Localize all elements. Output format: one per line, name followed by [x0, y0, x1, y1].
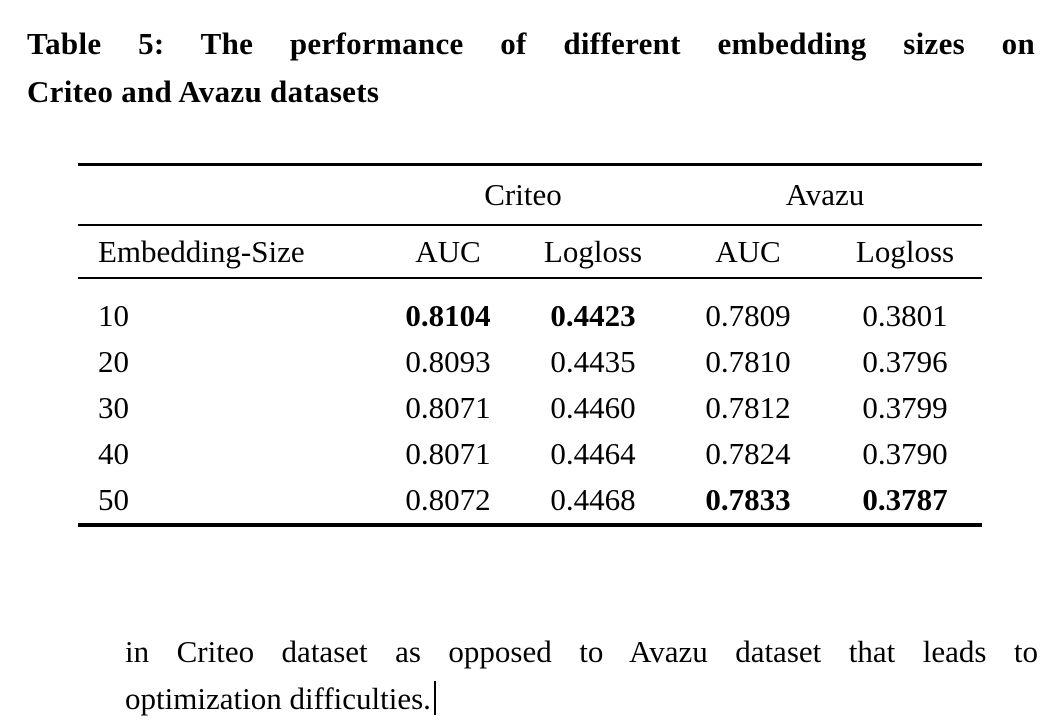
group-header-criteo: Criteo — [484, 177, 562, 212]
table-group-header-row: Criteo Avazu — [78, 166, 982, 224]
table-row: 30 0.8071 0.4460 0.7812 0.3799 — [78, 385, 982, 431]
cell-criteo-logloss: 0.4460 — [550, 390, 636, 425]
caption-line-1: Table 5: The performance of different em… — [27, 26, 1035, 61]
cell-avazu-auc: 0.7833 — [705, 482, 791, 517]
table-header-rule — [78, 277, 982, 279]
group-header-avazu: Avazu — [785, 177, 865, 212]
table-body: 10 0.8104 0.4423 0.7809 0.3801 20 0.8093… — [78, 279, 982, 523]
cell-criteo-auc: 0.8104 — [405, 298, 491, 333]
column-header-avazu-logloss: Logloss — [855, 233, 955, 269]
cell-criteo-logloss: 0.4468 — [550, 482, 636, 517]
cell-criteo-auc: 0.8071 — [405, 390, 491, 425]
cell-embedding-size: 40 — [98, 436, 129, 471]
results-table: Criteo Avazu Embedding-Size AUC Logloss … — [78, 163, 982, 527]
table-mid-rule — [78, 224, 982, 226]
cell-avazu-auc: 0.7824 — [705, 436, 791, 471]
cell-embedding-size: 50 — [98, 482, 129, 517]
column-header-embedding-size: Embedding-Size — [98, 233, 305, 269]
table-caption: Table 5: The performance of different em… — [27, 20, 1035, 116]
cell-avazu-logloss: 0.3790 — [862, 436, 948, 471]
table-top-rule — [78, 163, 982, 166]
cell-criteo-logloss: 0.4435 — [550, 344, 636, 379]
cell-avazu-auc: 0.7812 — [705, 390, 791, 425]
table-bottom-rule — [78, 523, 982, 527]
cell-embedding-size: 10 — [98, 298, 129, 333]
text-cursor — [433, 681, 436, 715]
caption-line-2: Criteo and Avazu datasets — [27, 74, 380, 109]
column-header-criteo-auc: AUC — [415, 233, 481, 269]
cell-embedding-size: 20 — [98, 344, 129, 379]
column-header-criteo-logloss: Logloss — [543, 233, 643, 269]
column-header-avazu-auc: AUC — [715, 233, 781, 269]
cell-avazu-auc: 0.7810 — [705, 344, 791, 379]
table-row: 20 0.8093 0.4435 0.7810 0.3796 — [78, 339, 982, 385]
paragraph-line-1[interactable]: in Criteo dataset as opposed to Avazu da… — [125, 634, 1038, 669]
table-column-header-row: Embedding-Size AUC Logloss AUC Logloss — [78, 226, 982, 277]
paragraph-line-2[interactable]: optimization difficulties. — [125, 675, 1038, 722]
cell-avazu-auc: 0.7809 — [705, 298, 791, 333]
cell-criteo-auc: 0.8071 — [405, 436, 491, 471]
table-row: 10 0.8104 0.4423 0.7809 0.3801 — [78, 293, 982, 339]
cell-criteo-auc: 0.8093 — [405, 344, 491, 379]
cell-criteo-auc: 0.8072 — [405, 482, 491, 517]
table-row: 50 0.8072 0.4468 0.7833 0.3787 — [78, 477, 982, 523]
cell-avazu-logloss: 0.3787 — [862, 482, 948, 517]
cell-avazu-logloss: 0.3801 — [862, 298, 948, 333]
cell-avazu-logloss: 0.3796 — [862, 344, 948, 379]
body-paragraph: in Criteo dataset as opposed to Avazu da… — [125, 629, 1038, 722]
paragraph-line-2-text: optimization difficulties. — [125, 681, 431, 716]
cell-avazu-logloss: 0.3799 — [862, 390, 948, 425]
table-row: 40 0.8071 0.4464 0.7824 0.3790 — [78, 431, 982, 477]
cell-criteo-logloss: 0.4423 — [550, 298, 636, 333]
cell-embedding-size: 30 — [98, 390, 129, 425]
cell-criteo-logloss: 0.4464 — [550, 436, 636, 471]
